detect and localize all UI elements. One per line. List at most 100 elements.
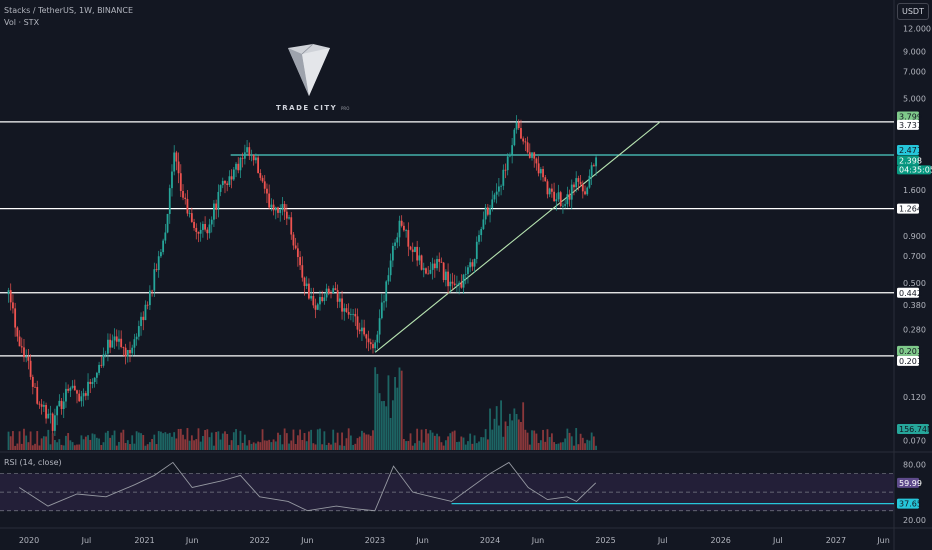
- candle-body: [374, 342, 377, 349]
- price-tag-white[interactable]: [897, 119, 919, 130]
- volume-bar: [570, 436, 573, 450]
- volume-bar: [221, 433, 224, 450]
- volume-bar: [480, 437, 483, 450]
- volume-bar: [347, 428, 350, 450]
- candle-body: [195, 227, 198, 232]
- candle-body: [396, 237, 399, 243]
- candle-body: [511, 145, 514, 155]
- volume-bar: [120, 432, 123, 450]
- volume-bar: [433, 435, 436, 450]
- volume-bar: [65, 435, 67, 450]
- candle-body: [316, 304, 319, 310]
- volume-bar: [319, 428, 321, 450]
- volume-bar: [58, 439, 61, 450]
- volume-bar: [71, 442, 74, 450]
- candle-body: [584, 191, 586, 195]
- rsi-tick-label: 20.00: [903, 516, 926, 525]
- candle-body: [190, 213, 193, 222]
- price-tag-white[interactable]: [897, 203, 919, 214]
- candle-body: [420, 255, 423, 270]
- countdown-tag: [897, 165, 931, 175]
- volume-bar: [115, 445, 118, 450]
- candle-body: [447, 271, 449, 287]
- volume-bar: [372, 430, 374, 450]
- volume-bar: [520, 421, 522, 450]
- volume-label[interactable]: Vol · STX: [4, 18, 40, 27]
- price-tag-green[interactable]: [897, 345, 919, 356]
- volume-bar: [299, 429, 301, 450]
- volume-bar: [274, 441, 277, 450]
- volume-bar: [279, 434, 282, 450]
- candle-body: [239, 157, 242, 171]
- volume-bar: [349, 435, 352, 450]
- price-tick-label: 0.700: [903, 252, 926, 261]
- volume-bar: [45, 436, 47, 450]
- volume-bar: [157, 431, 160, 450]
- currency-button[interactable]: USDT: [897, 3, 929, 20]
- candle-body: [281, 204, 284, 210]
- price-tag-teal[interactable]: [897, 144, 919, 155]
- candle-body: [42, 405, 45, 407]
- volume-bar: [398, 367, 401, 450]
- volume-bar: [548, 437, 551, 450]
- candle-body: [473, 258, 476, 267]
- volume-bar: [91, 433, 94, 450]
- candle-body: [548, 188, 551, 195]
- candle-body: [98, 364, 100, 373]
- price-tag-white[interactable]: [897, 355, 919, 366]
- volume-bar: [338, 445, 341, 450]
- time-tick-label: 2023: [365, 536, 385, 545]
- volume-tag-label: 156.74M: [899, 425, 932, 434]
- price-tag-current[interactable]: [897, 155, 919, 166]
- volume-bar: [460, 436, 463, 450]
- volume-bar: [418, 440, 421, 450]
- candle-body: [294, 245, 297, 249]
- candle-body: [184, 197, 187, 200]
- ascending-trendline[interactable]: [374, 121, 661, 353]
- volume-bar: [429, 430, 432, 450]
- candle-body: [7, 290, 10, 295]
- chart-symbol-title[interactable]: Stacks / TetherUS, 1W, BINANCE: [4, 6, 133, 15]
- candle-body: [440, 261, 443, 263]
- rsi-title[interactable]: RSI (14, close): [4, 458, 62, 467]
- volume-bar: [270, 442, 273, 450]
- volume-bar: [588, 440, 591, 450]
- price-tick-label: 9.000: [903, 48, 926, 57]
- candle-body: [49, 413, 52, 415]
- candle-body: [279, 209, 282, 213]
- candle-body: [36, 386, 39, 404]
- candle-body: [250, 154, 253, 156]
- rsi-line[interactable]: [19, 461, 597, 512]
- price-tag-white[interactable]: [897, 287, 919, 298]
- candle-body: [372, 344, 374, 349]
- candle-body: [285, 211, 288, 219]
- candle-body: [566, 194, 569, 205]
- candle-body: [458, 282, 461, 285]
- volume-bar: [294, 444, 297, 450]
- candle-body: [581, 184, 584, 192]
- candle-body: [464, 273, 467, 275]
- volume-bar: [312, 443, 315, 450]
- candle-body: [144, 304, 147, 321]
- candle-body: [325, 288, 328, 298]
- candle-body: [531, 152, 533, 158]
- volume-bar: [93, 434, 96, 450]
- volume-bar: [592, 436, 595, 450]
- volume-bar: [581, 437, 584, 450]
- candle-body: [590, 165, 593, 176]
- volume-bar: [557, 443, 560, 450]
- candle-body: [504, 169, 507, 171]
- candle-body: [436, 259, 438, 269]
- volume-bar: [252, 442, 255, 450]
- volume-bar: [102, 442, 105, 450]
- price-tag-label: 2.471: [899, 146, 922, 155]
- volume-bar: [341, 432, 343, 450]
- volume-bar: [188, 440, 191, 450]
- price-tag-green[interactable]: [897, 111, 919, 122]
- candle-body: [67, 388, 70, 391]
- candle-body: [246, 147, 248, 153]
- time-tick-label: 2021: [134, 536, 154, 545]
- volume-bar: [396, 387, 399, 450]
- candle-body: [575, 178, 578, 188]
